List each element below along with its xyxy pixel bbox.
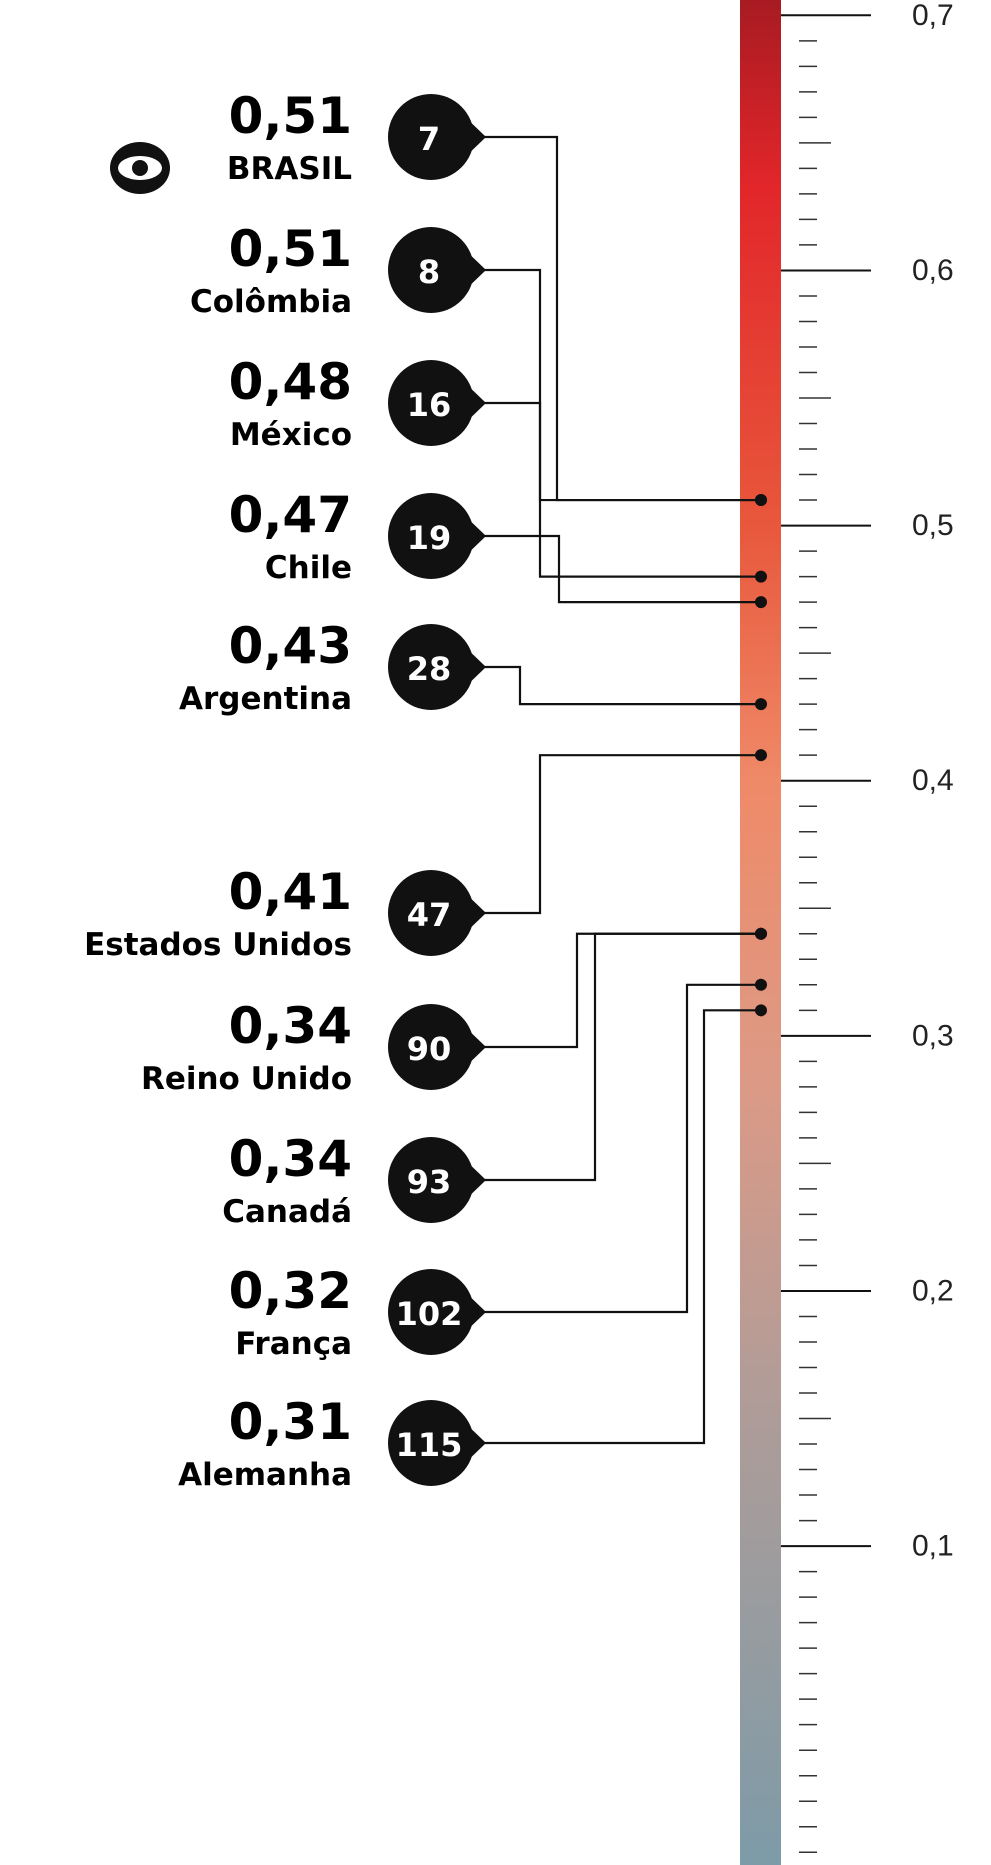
connector (482, 754, 761, 915)
country-name: México (230, 417, 352, 453)
rank: 47 (407, 896, 452, 934)
rank-pointer (461, 379, 486, 427)
value-dot (755, 927, 767, 940)
rank: 28 (407, 650, 452, 688)
value-dot (755, 698, 767, 711)
country-name: Colômbia (190, 284, 352, 320)
value-label: 0,48 (229, 353, 352, 411)
connector (482, 665, 761, 706)
rank-pointer (461, 1023, 486, 1071)
country-name: Estados Unidos (84, 927, 352, 963)
value-label: 0,34 (229, 997, 352, 1055)
rank-pointer (461, 1419, 486, 1467)
rank: 90 (407, 1030, 452, 1068)
connector (482, 1009, 761, 1445)
rank: 8 (418, 253, 440, 291)
logo-pupil (132, 160, 148, 176)
rank: 16 (407, 386, 452, 424)
value-dot (755, 570, 767, 583)
rank: 19 (407, 519, 452, 557)
rank-pointer (461, 246, 486, 294)
country-name: Chile (265, 550, 352, 586)
country-name: França (235, 1326, 352, 1362)
rank-pointer (461, 113, 486, 161)
connector (482, 534, 761, 604)
rank-pointer (461, 1288, 486, 1336)
rank: 93 (407, 1163, 452, 1201)
rank-badge (388, 1137, 474, 1223)
value-label: 0,51 (229, 220, 352, 278)
y-tick-label: 0,5 (912, 509, 954, 542)
rank: 102 (396, 1295, 463, 1333)
value-label: 0,41 (229, 863, 352, 921)
rank-pointer (461, 512, 486, 560)
value-dot (755, 494, 767, 507)
rank-badge (388, 227, 474, 313)
rank-pointer (461, 1156, 486, 1204)
rank-badge (388, 360, 474, 446)
value-label: 0,51 (229, 87, 352, 145)
y-tick-label: 0,7 (912, 0, 954, 32)
rank-badge (388, 94, 474, 180)
rank-badge (388, 624, 474, 710)
value-dot (755, 1004, 767, 1017)
y-tick-label: 0,1 (912, 1530, 954, 1563)
country-name: Canadá (222, 1194, 352, 1230)
connector (482, 983, 761, 1314)
rank-badge (388, 493, 474, 579)
value-label: 0,31 (229, 1393, 352, 1451)
value-dot (755, 749, 767, 762)
value-dot (755, 978, 767, 991)
country-name: Argentina (179, 681, 352, 717)
rank: 7 (418, 120, 440, 158)
connector (482, 401, 761, 578)
value-label: 0,47 (229, 486, 352, 544)
country-name: BRASIL (227, 151, 352, 187)
value-label: 0,34 (229, 1130, 352, 1188)
y-tick-label: 0,3 (912, 1019, 954, 1052)
country-name: Alemanha (178, 1457, 352, 1493)
rank-badge (388, 870, 474, 956)
country-name: Reino Unido (141, 1061, 352, 1097)
y-tick-label: 0,2 (912, 1274, 954, 1307)
rank-pointer (461, 889, 486, 937)
value-label: 0,43 (229, 617, 352, 675)
value-label: 0,32 (229, 1262, 352, 1320)
rank-badge (388, 1269, 474, 1355)
y-tick-label: 0,4 (912, 764, 954, 797)
rank-pointer (461, 643, 486, 691)
y-tick-label: 0,6 (912, 254, 954, 287)
rank-badge (388, 1004, 474, 1090)
connector (482, 932, 761, 1182)
connector (482, 932, 761, 1049)
connector (482, 268, 761, 502)
rank-badge (388, 1400, 474, 1486)
connector (482, 135, 761, 502)
value-dot (755, 596, 767, 609)
rank: 115 (396, 1426, 463, 1464)
brasil-logo (110, 142, 170, 194)
